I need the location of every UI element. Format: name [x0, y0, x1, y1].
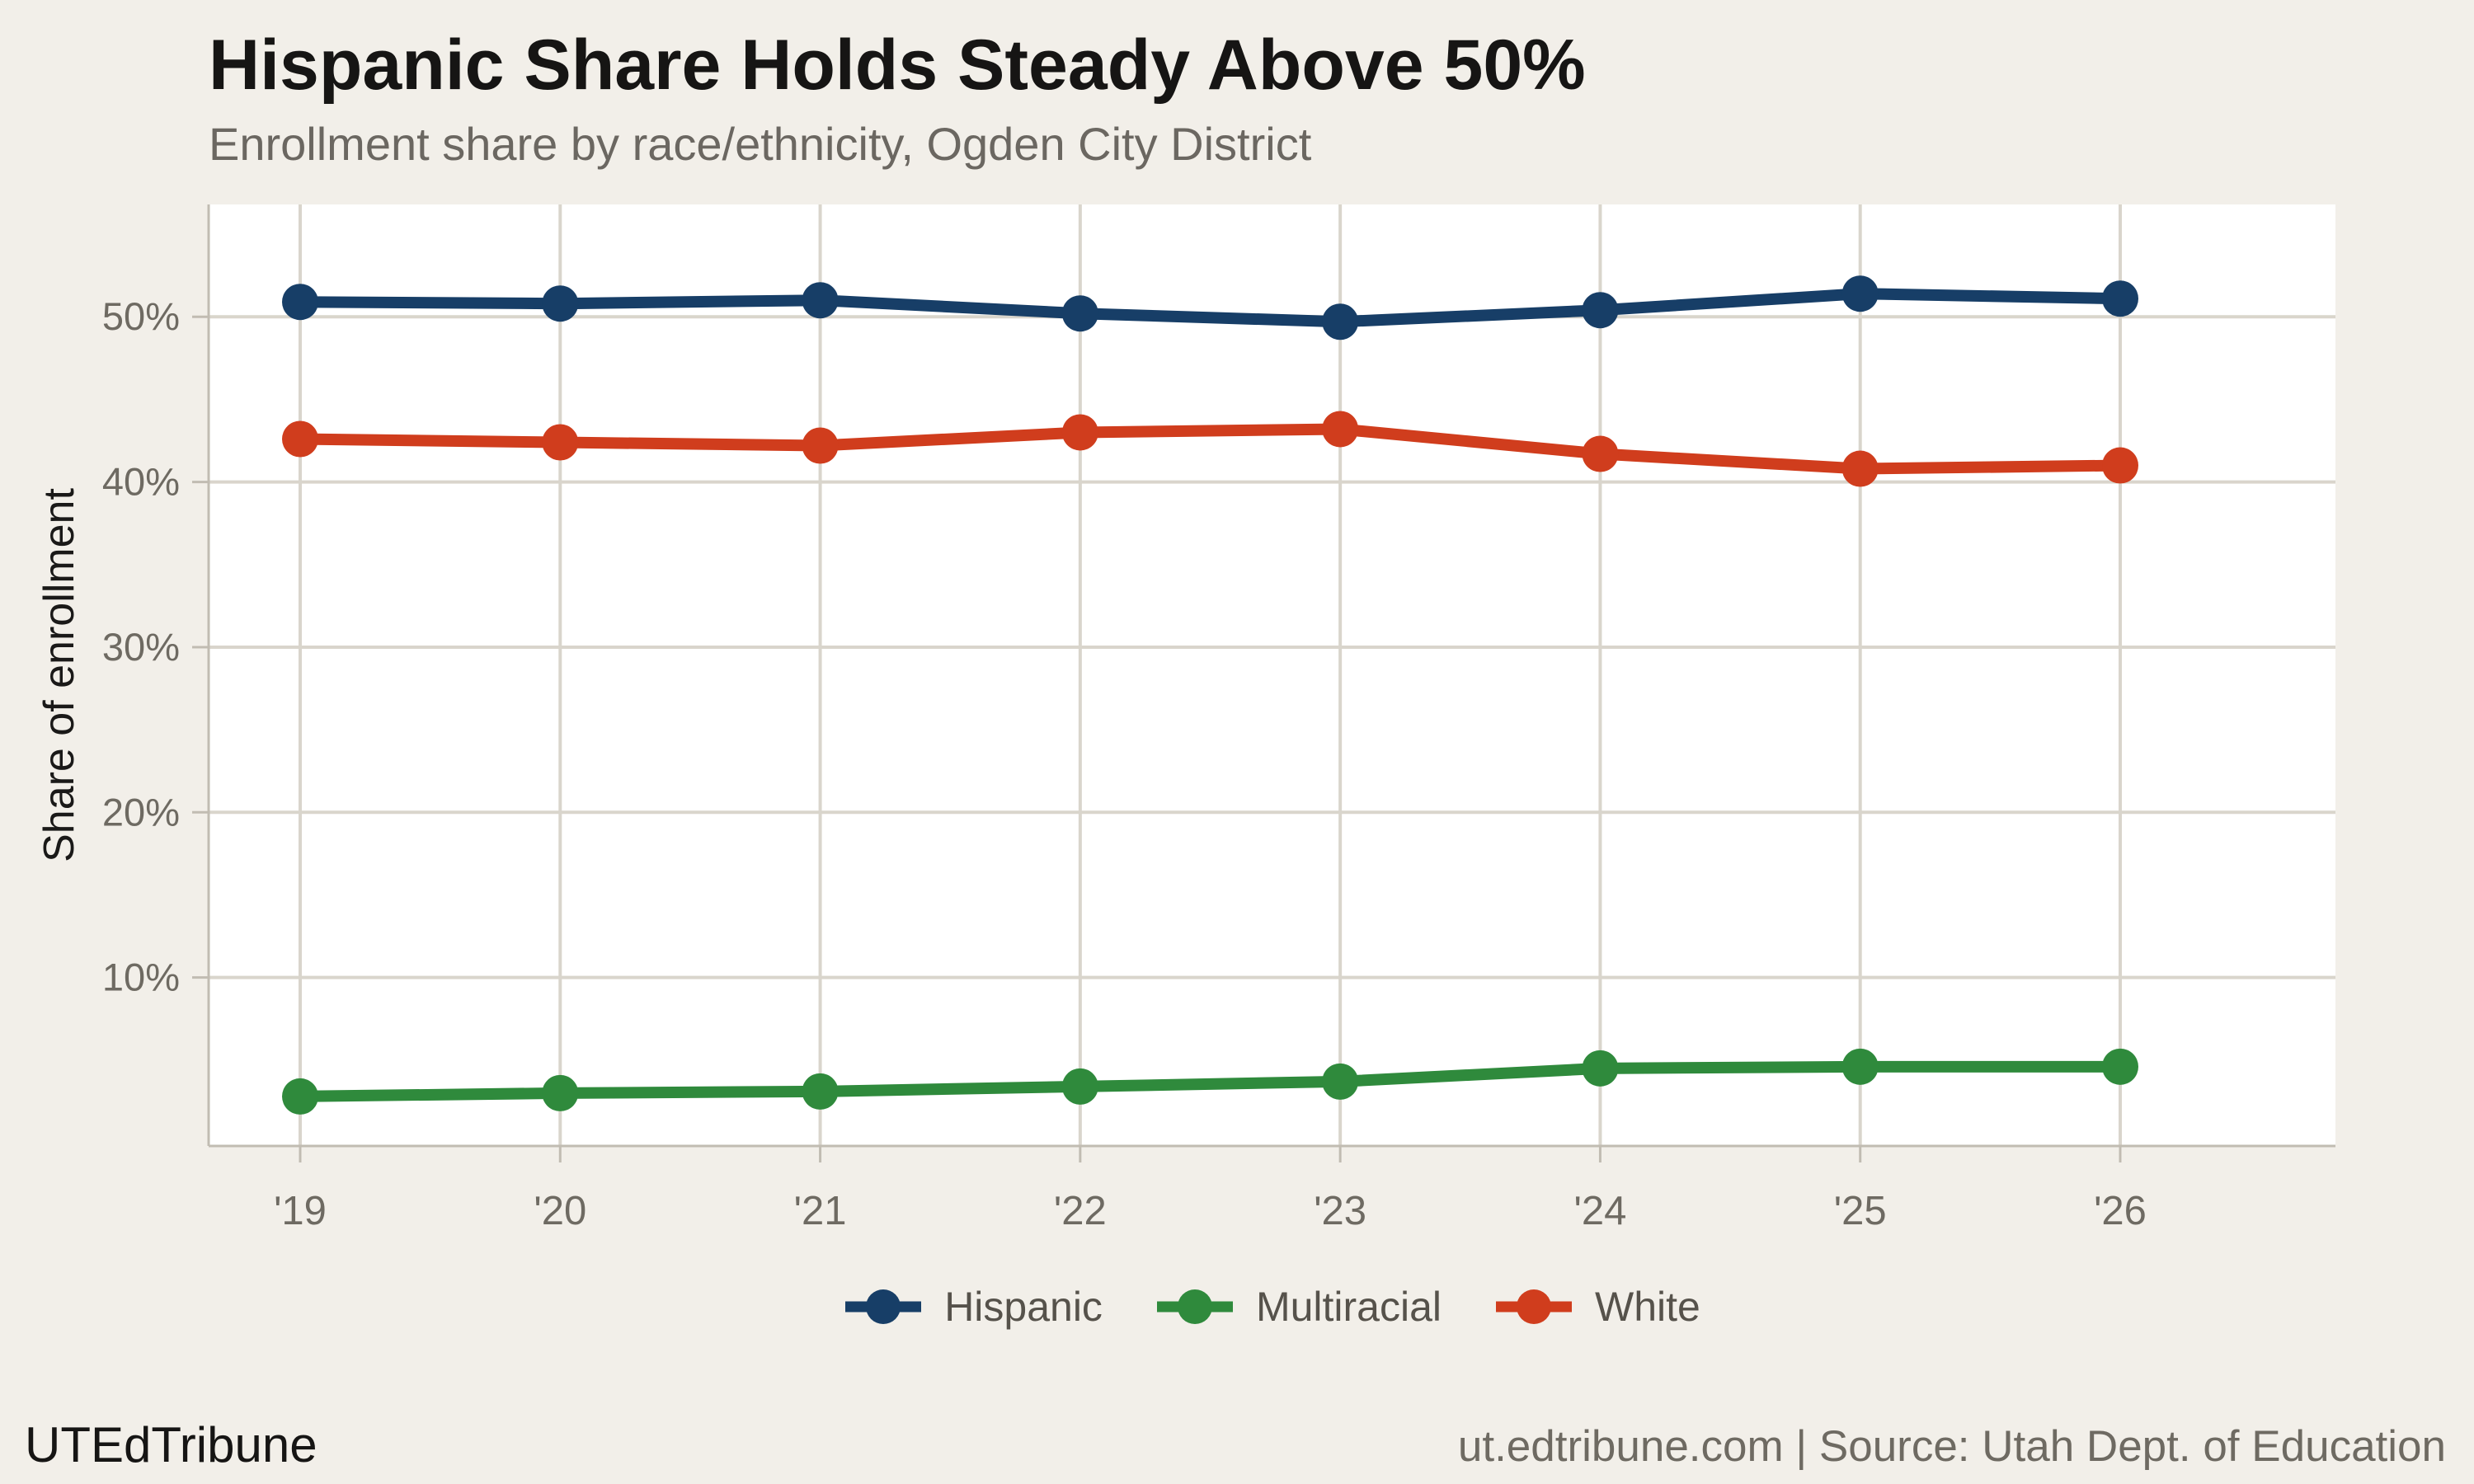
x-tick-label: '20 — [534, 1189, 586, 1233]
data-point-multiracial-26 — [2102, 1048, 2138, 1085]
plot-panel — [209, 204, 2335, 1146]
series-line-multiracial — [294, 1060, 2126, 1102]
white-series-key-icon — [1496, 1289, 1572, 1324]
legend-item-hispanic: Hispanic — [844, 1283, 1103, 1331]
x-tick-label: '23 — [1314, 1189, 1366, 1233]
data-point-white-19 — [282, 420, 318, 458]
footer-attribution: ut.edtribune.com | Source: Utah Dept. of… — [1457, 1422, 2446, 1471]
data-point-hispanic-23 — [1322, 303, 1359, 340]
footer-brand: UTEdTribune — [25, 1417, 317, 1472]
x-tick-label: '19 — [274, 1189, 327, 1233]
data-point-multiracial-25 — [1841, 1048, 1879, 1085]
data-point-hispanic-21 — [802, 282, 839, 319]
page-subtitle: Enrollment share by race/ethnicity, Ogde… — [209, 118, 1312, 170]
data-point-white-26 — [2102, 447, 2138, 484]
y-tick-label: 20% — [102, 790, 180, 834]
hispanic-series-key-icon — [845, 1289, 922, 1324]
series-line-hispanic — [294, 288, 2126, 328]
data-point-white-24 — [1582, 435, 1619, 472]
x-tick-label: '25 — [1834, 1189, 1887, 1233]
y-tick-label: 40% — [102, 460, 180, 504]
data-point-white-22 — [1061, 414, 1098, 451]
page-title: Hispanic Share Holds Steady Above 50% — [209, 26, 1586, 105]
data-point-hispanic-19 — [282, 284, 318, 321]
data-point-white-25 — [1841, 450, 1879, 487]
legend-label-multiracial: Multiracial — [1255, 1284, 1442, 1330]
x-tick-label: '24 — [1573, 1189, 1626, 1233]
data-point-multiracial-24 — [1582, 1050, 1619, 1087]
legend-item-white: White — [1494, 1283, 1700, 1331]
y-tick-label: 10% — [102, 956, 180, 999]
data-point-white-23 — [1322, 411, 1359, 448]
data-point-multiracial-21 — [802, 1073, 839, 1110]
data-point-multiracial-23 — [1322, 1063, 1359, 1100]
legend-item-multiracial: Multiracial — [1155, 1283, 1442, 1331]
data-point-white-21 — [802, 427, 839, 464]
y-axis-title: Share of enrollment — [35, 488, 83, 862]
x-tick-label: '21 — [794, 1189, 847, 1233]
data-point-white-20 — [542, 424, 579, 461]
data-point-multiracial-19 — [282, 1078, 318, 1115]
data-point-hispanic-22 — [1061, 295, 1098, 332]
data-point-multiracial-20 — [542, 1074, 579, 1111]
data-point-hispanic-20 — [542, 285, 579, 322]
legend: Hispanic Multiracial White — [209, 1283, 2335, 1331]
data-point-hispanic-25 — [1841, 275, 1879, 312]
multiracial-series-key-icon — [1156, 1289, 1233, 1324]
x-tick-label: '22 — [1054, 1189, 1107, 1233]
series-line-white — [294, 423, 2126, 475]
y-tick-label: 30% — [102, 625, 180, 669]
data-point-hispanic-26 — [2102, 280, 2138, 317]
legend-label-white: White — [1595, 1284, 1700, 1330]
y-tick-label: 50% — [102, 294, 180, 338]
legend-label-hispanic: Hispanic — [944, 1284, 1103, 1330]
data-point-multiracial-22 — [1061, 1068, 1098, 1105]
x-tick-label: '26 — [2094, 1189, 2147, 1233]
data-point-hispanic-24 — [1582, 292, 1619, 329]
